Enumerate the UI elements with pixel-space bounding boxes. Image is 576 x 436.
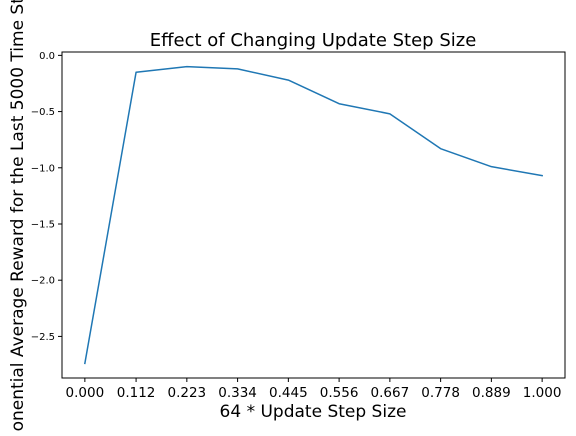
y-tick-label: 0.0 — [39, 51, 55, 62]
x-tick-label: 0.778 — [421, 385, 460, 401]
y-tick-label: −1.0 — [31, 163, 55, 174]
x-tick-label: 1.000 — [523, 385, 562, 401]
x-tick-label: 0.112 — [117, 385, 156, 401]
x-axis-ticks: 0.000 0.112 0.223 0.334 0.445 0.556 0.667 0.778… — [66, 378, 562, 401]
y-tick-label: −2.0 — [31, 276, 55, 287]
chart-title: Effect of Changing Update Step Size — [150, 30, 477, 51]
y-axis-label: Exponential Average Reward for the Last … — [8, 0, 28, 432]
y-tick-label: −0.5 — [31, 107, 55, 118]
y-tick-label: −2.5 — [31, 332, 55, 343]
x-tick-label: 0.667 — [371, 385, 410, 401]
x-tick-label: 0.445 — [269, 385, 308, 401]
series-line — [83, 65, 544, 365]
y-axis-ticks: 0.0 −0.5 −1.0 −1.5 −2.0 −2.5 — [31, 51, 62, 343]
x-tick-label: 0.000 — [66, 385, 105, 401]
x-axis-label: 64 * Update Step Size — [220, 402, 407, 422]
x-tick-label: 0.223 — [168, 385, 207, 401]
x-tick-label: 0.334 — [218, 385, 257, 401]
x-tick-label: 0.556 — [320, 385, 359, 401]
plot-frame — [61, 51, 566, 379]
y-tick-label: −1.5 — [31, 219, 55, 230]
x-tick-label: 0.889 — [472, 385, 511, 401]
